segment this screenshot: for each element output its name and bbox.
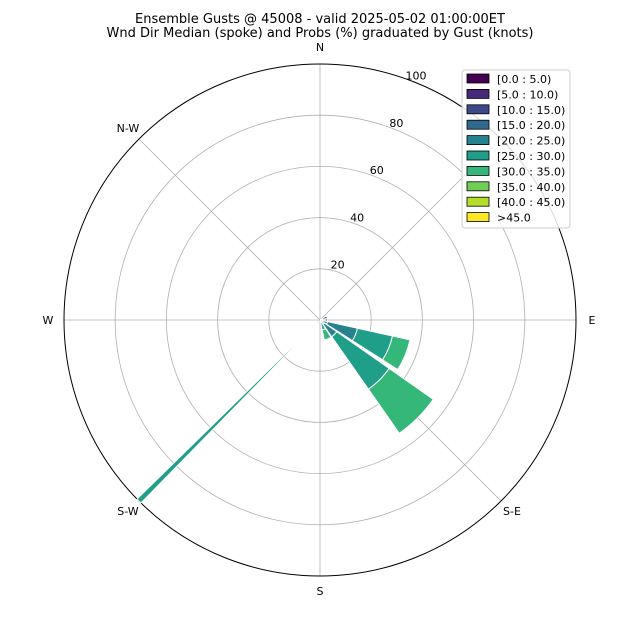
- direction-label: S-W: [117, 505, 139, 518]
- outer-circle: [63, 63, 577, 577]
- radial-tick-label: 60: [370, 164, 384, 177]
- direction-label: S: [317, 585, 324, 598]
- legend-swatch: [466, 89, 490, 99]
- legend-label: [0.0 : 5.0): [497, 73, 551, 86]
- legend-swatch: [466, 165, 490, 176]
- direction-label: N-W: [117, 122, 140, 135]
- chart-subtitle: Wnd Dir Median (spoke) and Probs (%) gra…: [107, 26, 534, 41]
- legend-label: >45.0: [497, 212, 531, 225]
- grid-spoke: [138, 138, 321, 321]
- legend: [0.0 : 5.0) [5.0 : 10.0) [10.0 : 15.0) [15.…: [461, 69, 571, 229]
- direction-label: E: [589, 314, 596, 327]
- legend-swatch: [466, 135, 490, 146]
- median-spoke-bar: [136, 320, 320, 504]
- radial-tick-label: 100: [405, 69, 426, 82]
- legend-swatch: [466, 73, 490, 84]
- legend-swatch: [466, 150, 490, 161]
- legend-label: [20.0 : 25.0): [497, 135, 565, 148]
- bar-segment: [367, 367, 434, 434]
- direction-label: W: [43, 314, 54, 327]
- radial-tick-label: 20: [331, 259, 345, 272]
- legend-swatch: [466, 119, 490, 130]
- legend-label: [5.0 : 10.0): [497, 88, 558, 101]
- chart-title: Ensemble Gusts @ 45008 - valid 2025-05-0…: [135, 12, 505, 27]
- legend-swatch: [466, 196, 490, 207]
- axis-labels: N N-W W S-W S S-E E 20 40 60 80 100: [43, 41, 596, 598]
- legend-swatch: [466, 212, 490, 223]
- legend-label: [40.0 : 45.0): [497, 196, 565, 209]
- direction-label: N: [316, 41, 324, 54]
- legend-label: [10.0 : 15.0): [497, 104, 565, 117]
- bar-stacks: [319, 315, 434, 434]
- bar-segment: [321, 327, 332, 341]
- direction-label: S-E: [503, 505, 521, 518]
- legend-label: [35.0 : 40.0): [497, 181, 565, 194]
- legend-label: [30.0 : 35.0): [497, 165, 565, 178]
- bar-segment: [381, 335, 411, 371]
- legend-label: [25.0 : 30.0): [497, 150, 565, 163]
- radial-tick-label: 40: [350, 211, 364, 224]
- legend-swatch: [466, 104, 490, 115]
- legend-label: [15.0 : 20.0): [497, 119, 565, 132]
- radial-tick-label: 80: [389, 117, 403, 130]
- legend-swatch: [466, 181, 490, 192]
- median-spoke: [136, 320, 320, 504]
